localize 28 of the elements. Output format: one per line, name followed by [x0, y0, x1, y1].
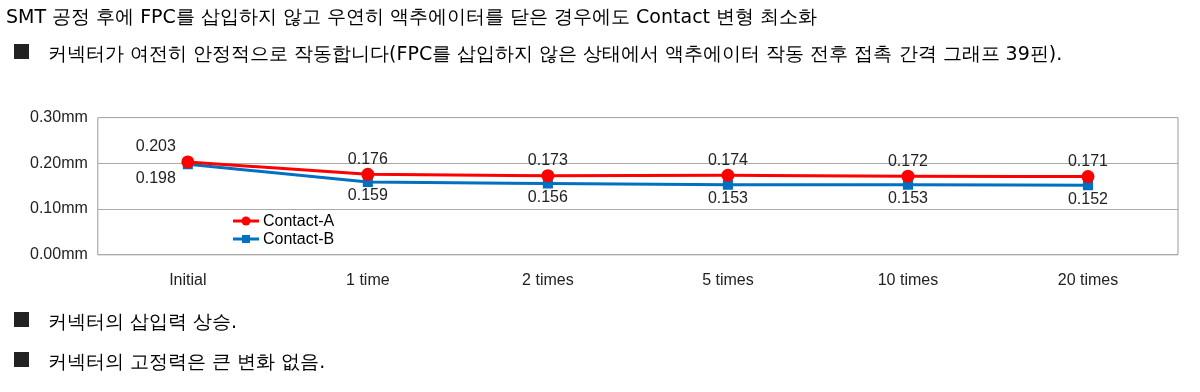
data-label: 0.171: [1067, 152, 1109, 169]
x-tick-label: 2 times: [522, 270, 574, 288]
data-label: 0.198: [135, 168, 176, 186]
data-label: 0.173: [527, 151, 568, 169]
chart-subtitle: 커넥터가 여전히 안정적으로 작동합니다(FPC를 삽입하지 않은 상태에서 액추에이터 작동 전후 접촉 간격 그래프 39핀).: [47, 41, 1064, 66]
data-label: 0.174: [707, 150, 749, 168]
data-label: 0.159: [347, 186, 388, 204]
text: 커넥터의 고정력은 큰 변화 없음.: [47, 349, 327, 374]
data-label: 0.153: [887, 189, 929, 207]
legend-label: Contact-B: [263, 230, 335, 248]
data-label: 0.156: [527, 187, 568, 205]
data-label: 0.153: [707, 189, 749, 207]
chart-title: SMT 공정 후에 FPC를 삽입하지 않고 우연히 액추에이터를 닫은 경우에도 Contact 변형 최소화: [6, 4, 818, 29]
y-tick-label: 0.20mm: [30, 153, 88, 171]
x-tick-label: 20 times: [1057, 270, 1119, 288]
x-tick-label: 5 times: [702, 270, 754, 288]
legend-label: Contact-A: [263, 212, 335, 230]
x-tick-label: 10 times: [877, 270, 939, 288]
x-tick-label: 1 time: [346, 270, 390, 288]
y-tick-label: 0.00mm: [30, 245, 88, 263]
data-label: 0.176: [347, 149, 388, 167]
text: 커넥터의 삽입력 상승.: [47, 309, 239, 334]
data-label: 0.172: [887, 151, 929, 169]
y-tick-label: 0.10mm: [30, 199, 88, 217]
data-label: 0.203: [135, 137, 176, 155]
data-label: 0.152: [1067, 189, 1109, 207]
x-tick-label: Initial: [169, 270, 207, 288]
y-tick-label: 0.30mm: [30, 108, 88, 126]
